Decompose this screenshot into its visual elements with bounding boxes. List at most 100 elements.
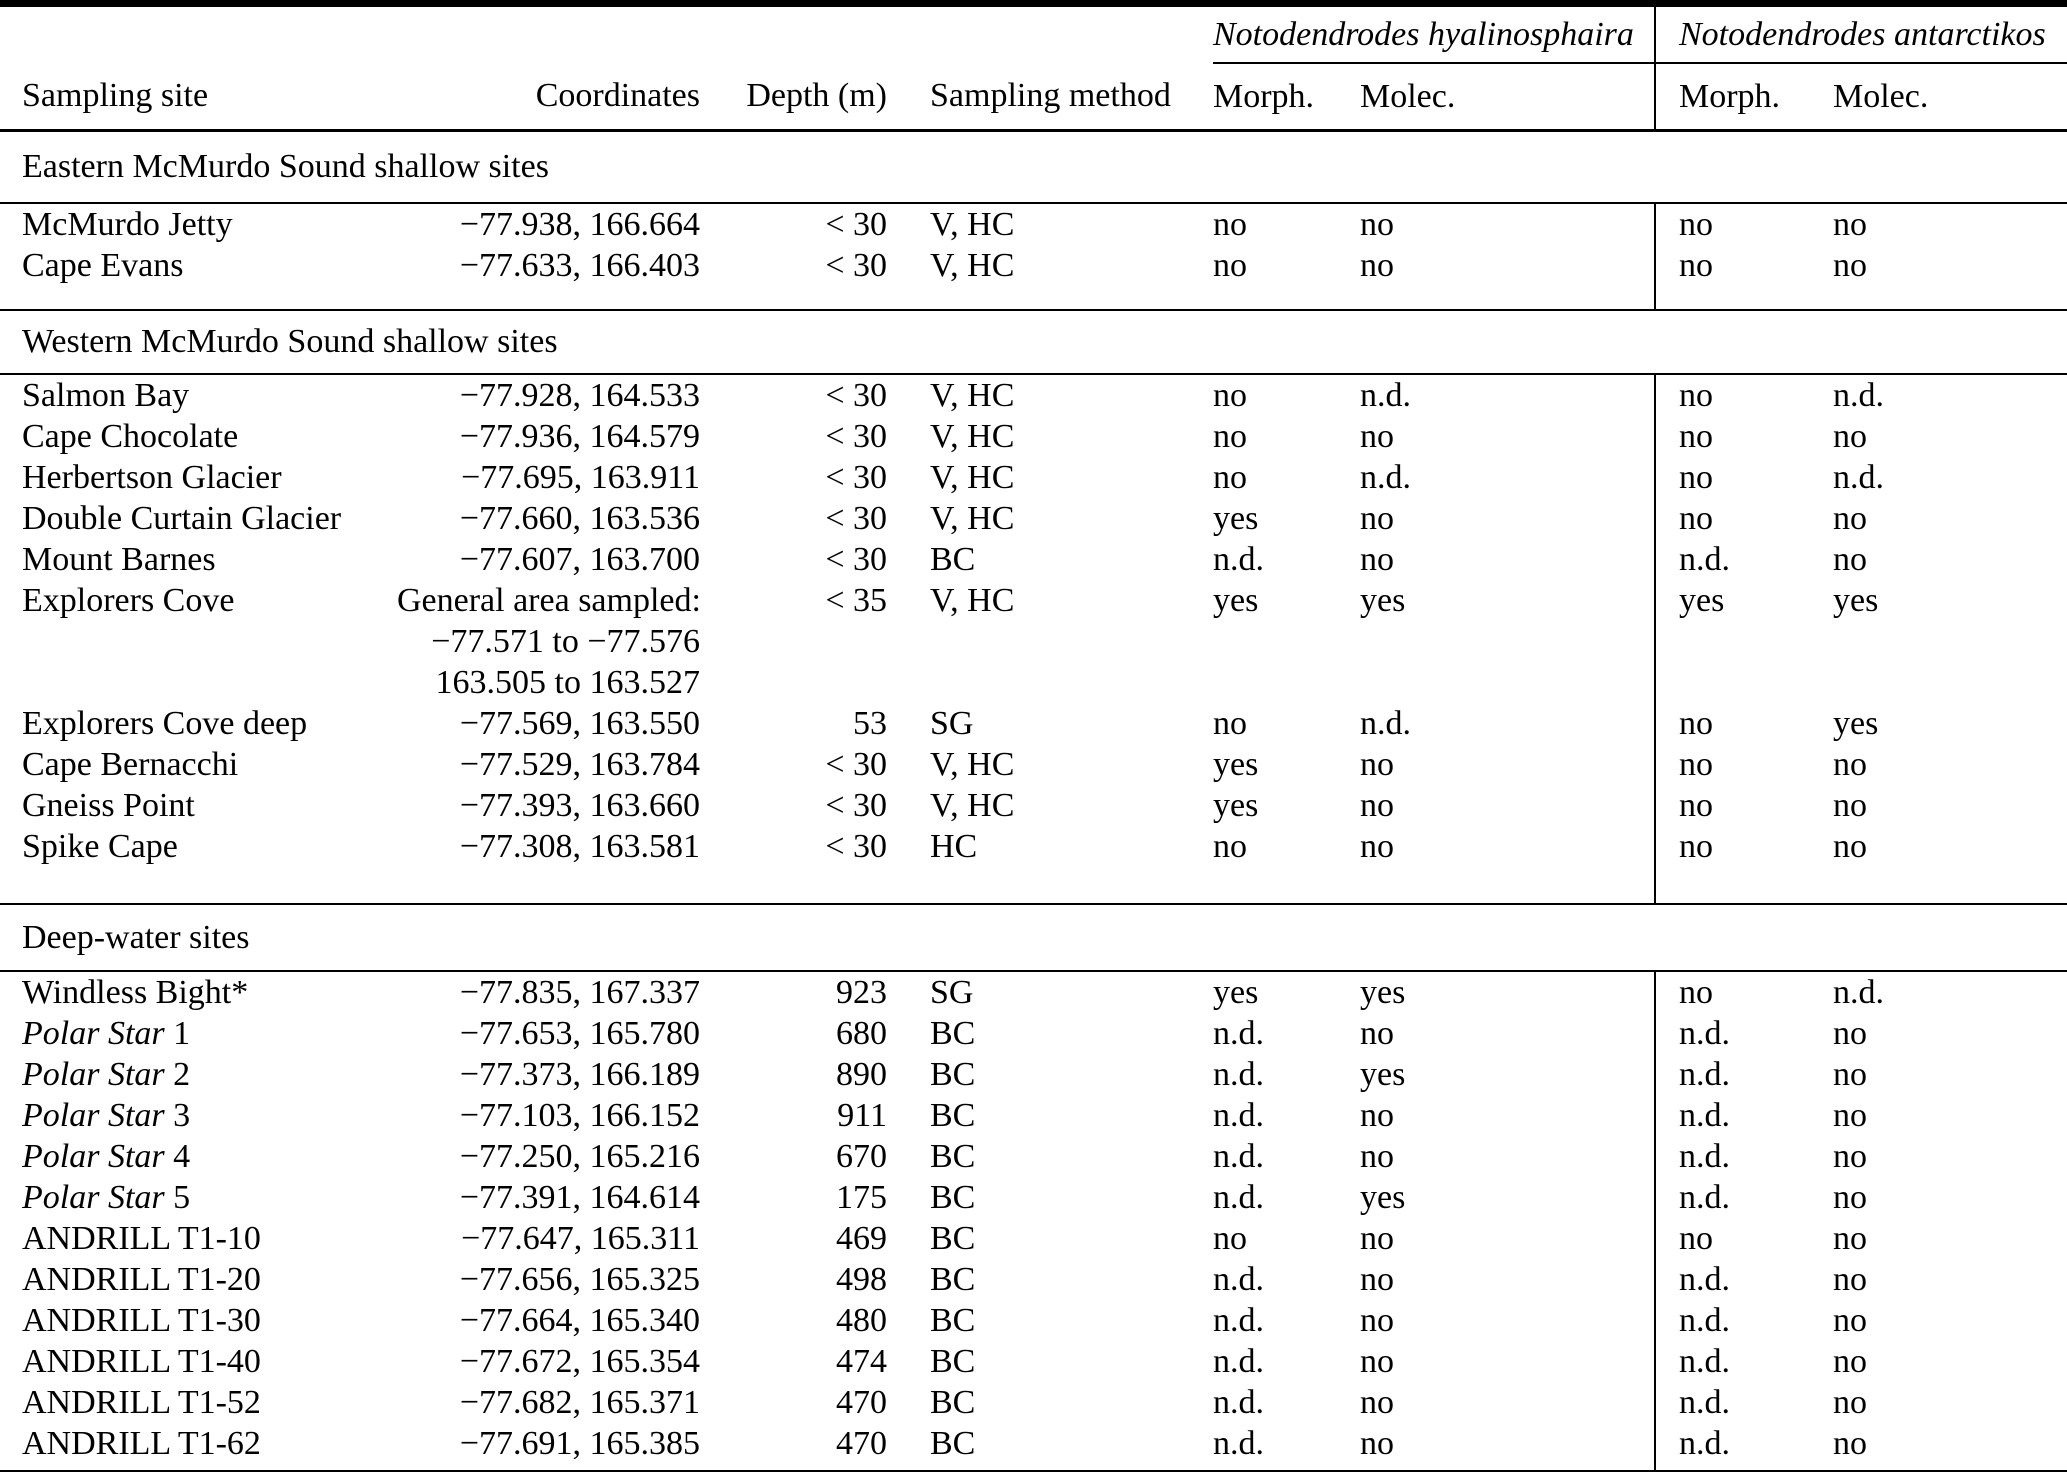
nh-morph-cell: yes	[1213, 787, 1259, 824]
nh-morph-cell: no	[1213, 459, 1247, 496]
na-morph-cell: no	[1654, 785, 1833, 826]
na-morph-cell: yes	[1654, 580, 1833, 703]
table-row: ANDRILL T1-30 −77.664, 165.340 480 BC n.d. no…	[0, 1300, 2067, 1341]
table-row: Mount Barnes −77.607, 163.700 < 30 BC n.d. no…	[0, 539, 2067, 580]
coordinates-line: −77.691, 165.385	[459, 1425, 700, 1462]
sampling-method-cell: BC	[930, 1220, 976, 1257]
sampling-method-cell: BC	[930, 1261, 976, 1298]
na-morph-cell: n.d.	[1654, 1382, 1833, 1423]
table-row: Windless Bight* −77.835, 167.337 923 SG yes y…	[0, 971, 2067, 1013]
sampling-method-cell: V, HC	[930, 582, 1015, 619]
nh-morph-cell: no	[1213, 1220, 1247, 1257]
coordinates-cell: −77.660, 163.536	[397, 498, 700, 539]
table-row: Polar Star 2 −77.373, 166.189 890 BC n.d. yes…	[0, 1054, 2067, 1095]
table-row: Explorers Cove General area sampled: −77.5…	[0, 580, 2067, 703]
depth-cell: < 30	[825, 459, 887, 496]
na-morph-cell: no	[1654, 203, 1833, 245]
na-molec-cell: no	[1833, 1261, 1867, 1298]
table-row: Polar Star 1 −77.653, 165.780 680 BC n.d. no n…	[0, 1013, 2067, 1054]
section-label-row: Deep-water sites	[0, 904, 2067, 971]
site-name-cell: Polar Star 2	[22, 1056, 191, 1093]
site-name-cell: ANDRILL T1-20	[22, 1261, 261, 1298]
depth-cell: < 30	[825, 787, 887, 824]
coordinates-line: −77.936, 164.579	[459, 418, 700, 455]
col-header-sampling-method: Sampling method	[887, 63, 1213, 132]
table-row: Salmon Bay −77.928, 164.533 < 30 V, HC no n.d…	[0, 374, 2067, 416]
depth-cell: 469	[836, 1220, 887, 1257]
sampling-method-cell: BC	[930, 1343, 976, 1380]
section-label-block: Western McMurdo Sound shallow sites	[0, 310, 2067, 374]
spacer-cell	[0, 1471, 2067, 1475]
table-row: Cape Evans −77.633, 166.403 < 30 V, HC no no n…	[0, 245, 2067, 310]
na-morph-cell: n.d.	[1654, 1341, 1833, 1382]
table-row: Explorers Cove deep −77.569, 163.550 53 SG n…	[0, 703, 2067, 744]
nh-morph-cell: no	[1213, 705, 1247, 742]
na-morph-cell: no	[1654, 457, 1833, 498]
coordinates-line: −77.835, 167.337	[459, 974, 700, 1011]
depth-cell: < 30	[825, 746, 887, 783]
nh-morph-cell: n.d.	[1213, 1261, 1264, 1298]
nh-molec-cell: n.d.	[1360, 377, 1411, 414]
site-name-cell: Explorers Cove deep	[22, 705, 308, 742]
coordinates-cell: −77.103, 166.152	[397, 1095, 700, 1136]
coordinates-line: −77.569, 163.550	[459, 705, 700, 742]
coordinates-cell: −77.656, 165.325	[397, 1259, 700, 1300]
nh-molec-cell: no	[1360, 1302, 1394, 1339]
sampling-method-cell: V, HC	[930, 459, 1015, 496]
coordinates-line: −77.529, 163.784	[459, 746, 700, 783]
nh-molec-cell: n.d.	[1360, 459, 1411, 496]
coordinates-cell: −77.647, 165.311	[397, 1218, 700, 1259]
sampling-method-cell: V, HC	[930, 206, 1015, 243]
table-row: Cape Chocolate −77.936, 164.579 < 30 V, HC n…	[0, 416, 2067, 457]
nh-molec-cell: yes	[1360, 1056, 1406, 1093]
coordinates-line: 163.505 to 163.527	[435, 664, 700, 701]
coordinates-line: −77.647, 165.311	[461, 1220, 700, 1257]
sampling-method-cell: BC	[930, 1384, 976, 1421]
coordinates-cell: −77.682, 165.371	[397, 1382, 700, 1423]
nh-molec-cell: no	[1360, 1097, 1394, 1134]
coordinates-line: −77.391, 164.614	[459, 1179, 700, 1216]
na-molec-cell: yes	[1833, 582, 1879, 619]
coordinates-line: −77.633, 166.403	[459, 247, 700, 284]
depth-cell: 175	[836, 1179, 887, 1216]
site-name-cell: ANDRILL T1-52	[22, 1384, 261, 1421]
sampling-method-cell: BC	[930, 1425, 976, 1462]
sampling-method-cell: SG	[930, 705, 974, 742]
na-molec-cell: no	[1833, 1425, 1867, 1462]
na-molec-cell: no	[1833, 1179, 1867, 1216]
species-header-row: Notodendrodes hyalinosphaira Notodendrod…	[0, 3, 2067, 64]
coordinates-cell: −77.695, 163.911	[397, 457, 700, 498]
na-molec-cell: no	[1833, 1138, 1867, 1175]
section-label-row: Eastern McMurdo Sound shallow sites	[0, 131, 2067, 204]
coordinates-line: −77.695, 163.911	[461, 459, 700, 496]
nh-morph-cell: n.d.	[1213, 1097, 1264, 1134]
depth-cell: < 30	[825, 377, 887, 414]
na-morph-cell: no	[1654, 1218, 1833, 1259]
depth-cell: < 30	[825, 500, 887, 537]
coordinates-cell: −77.835, 167.337	[397, 971, 700, 1013]
site-name-cell: Cape Chocolate	[22, 418, 239, 455]
nh-molec-cell: no	[1360, 787, 1394, 824]
table-row: Double Curtain Glacier −77.660, 163.536 < …	[0, 498, 2067, 539]
nh-molec-cell: yes	[1360, 582, 1406, 619]
site-name-cell: Windless Bight*	[22, 974, 249, 1011]
depth-cell: 53	[853, 705, 887, 742]
na-morph-cell: n.d.	[1654, 1095, 1833, 1136]
nh-morph-cell: no	[1213, 828, 1247, 865]
site-name-italic: Polar Star	[22, 1179, 165, 1216]
nh-morph-cell: n.d.	[1213, 541, 1264, 578]
table-row: ANDRILL T1-52 −77.682, 165.371 470 BC n.d. no…	[0, 1382, 2067, 1423]
table-header: Notodendrodes hyalinosphaira Notodendrod…	[0, 3, 2067, 132]
nh-molec-cell: n.d.	[1360, 705, 1411, 742]
sampling-method-cell: BC	[930, 1056, 976, 1093]
site-name-cell: ANDRILL T1-40	[22, 1343, 261, 1380]
nh-morph-cell: no	[1213, 247, 1247, 284]
coordinates-cell: −77.373, 166.189	[397, 1054, 700, 1095]
table-row: ANDRILL T1-10 −77.647, 165.311 469 BC no no no…	[0, 1218, 2067, 1259]
sampling-method-cell: V, HC	[930, 787, 1015, 824]
depth-cell: 911	[837, 1097, 887, 1134]
sampling-method-cell: BC	[930, 1179, 976, 1216]
section-data-block: McMurdo Jetty −77.938, 166.664 < 30 V, HC no…	[0, 203, 2067, 310]
coordinates-cell: −77.938, 166.664	[397, 203, 700, 245]
nh-molec-cell: no	[1360, 1343, 1394, 1380]
